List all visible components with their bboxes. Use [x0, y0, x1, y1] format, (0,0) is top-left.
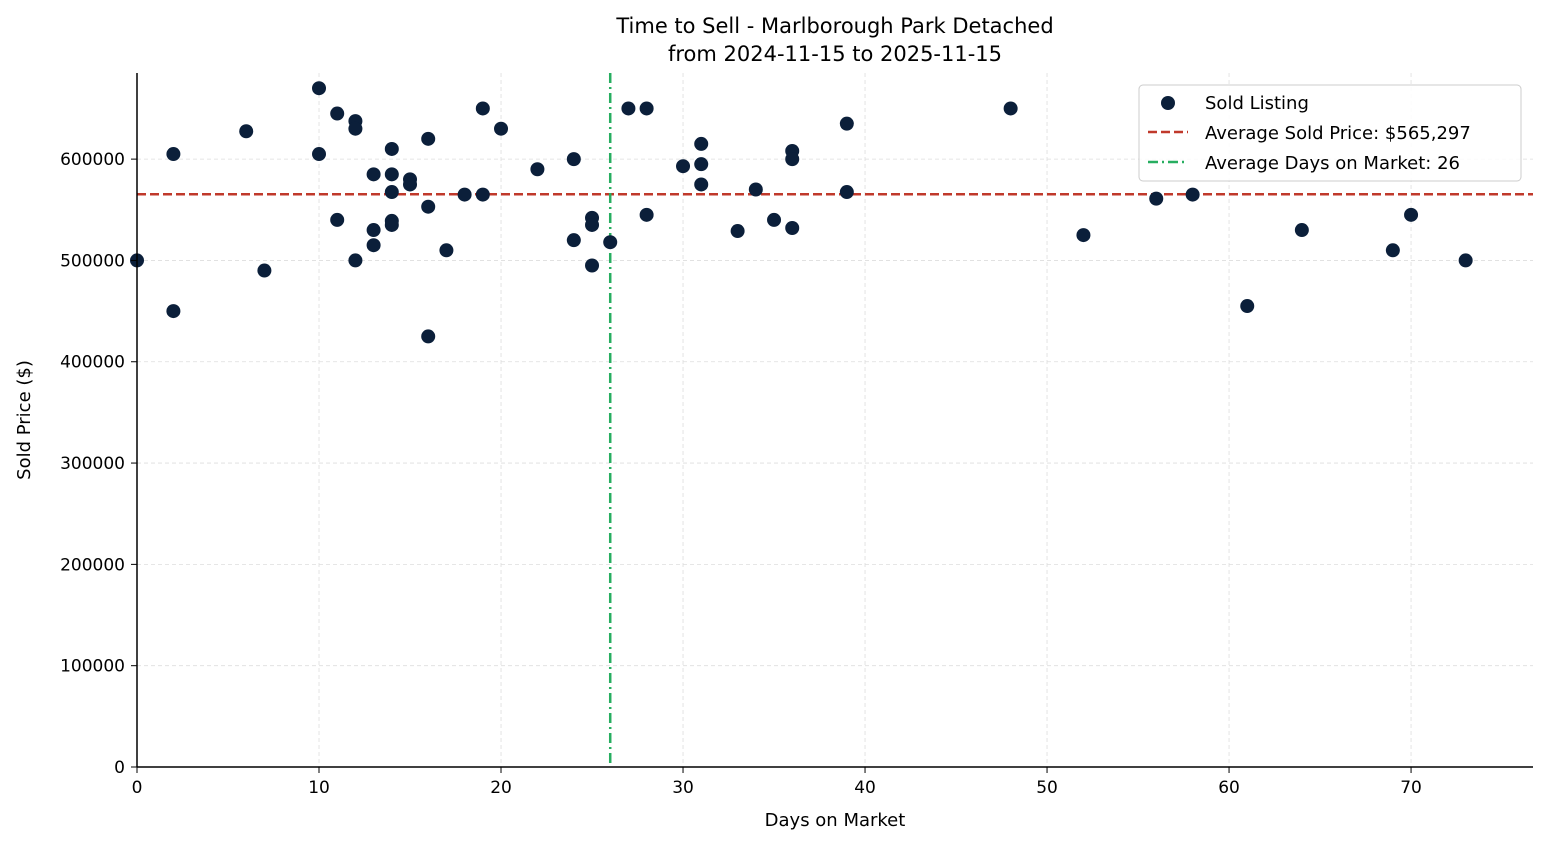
- data-point: [403, 177, 418, 192]
- data-point: [839, 185, 854, 200]
- data-point: [1003, 101, 1018, 116]
- data-point: [839, 116, 854, 131]
- data-point: [603, 235, 618, 250]
- data-point: [1294, 223, 1309, 238]
- data-point: [366, 238, 381, 253]
- data-point: [384, 185, 399, 200]
- data-point: [475, 187, 490, 202]
- legend: Sold Listing Average Sold Price: $565,29…: [1138, 84, 1522, 182]
- data-point: [530, 162, 545, 177]
- axes: 0 10 20 30 40 50 60 70 0 100000 200000 300000 400000…: [60, 73, 1533, 798]
- data-point: [785, 221, 800, 236]
- data-point: [166, 147, 181, 162]
- x-axis-label: Days on Market: [765, 810, 906, 831]
- y-tick-label: 0: [114, 758, 125, 778]
- data-point: [1240, 299, 1255, 314]
- data-point: [1149, 191, 1164, 206]
- data-point: [330, 212, 345, 227]
- data-point: [421, 131, 436, 146]
- y-tick-label: 600000: [60, 150, 125, 170]
- data-point: [312, 81, 327, 96]
- data-point: [494, 121, 509, 136]
- data-point: [767, 212, 782, 227]
- data-point: [694, 177, 709, 192]
- y-tick-label: 500000: [60, 251, 125, 271]
- data-point: [585, 217, 600, 232]
- y-tick-label: 200000: [60, 555, 125, 575]
- data-point: [676, 159, 691, 174]
- data-point: [166, 304, 181, 319]
- data-point: [457, 187, 472, 202]
- data-point: [366, 223, 381, 238]
- reference-lines: [137, 73, 1533, 767]
- x-tick-label: 50: [1036, 778, 1058, 798]
- data-point: [239, 124, 254, 139]
- x-tick-label: 0: [132, 778, 143, 798]
- points: [130, 81, 1473, 344]
- data-point: [366, 167, 381, 182]
- data-point: [257, 263, 272, 278]
- data-point: [384, 217, 399, 232]
- x-tick-label: 10: [308, 778, 330, 798]
- x-tick-label: 20: [490, 778, 512, 798]
- data-point: [475, 101, 490, 116]
- data-point: [694, 136, 709, 151]
- data-point: [621, 101, 636, 116]
- chart-subtitle: from 2024-11-15 to 2025-11-15: [668, 42, 1002, 66]
- legend-label-avg-price: Average Sold Price: $565,297: [1205, 123, 1471, 144]
- data-point: [748, 182, 763, 197]
- legend-label-avg-days: Average Days on Market: 26: [1205, 153, 1460, 174]
- y-tick-label: 100000: [60, 657, 125, 677]
- data-point: [1404, 207, 1419, 222]
- data-point: [384, 167, 399, 182]
- data-point: [1385, 243, 1400, 258]
- data-point: [348, 121, 363, 136]
- data-point: [348, 253, 363, 268]
- data-point: [421, 199, 436, 214]
- x-tick-label: 60: [1218, 778, 1240, 798]
- x-tick-label: 70: [1400, 778, 1422, 798]
- y-axis-label: Sold Price ($): [14, 360, 35, 480]
- x-tick-label: 40: [854, 778, 876, 798]
- data-point: [1076, 228, 1091, 243]
- x-tick-label: 30: [672, 778, 694, 798]
- data-point: [785, 152, 800, 167]
- data-point: [639, 101, 654, 116]
- y-tick-label: 400000: [60, 353, 125, 373]
- data-point: [439, 243, 454, 258]
- data-point: [312, 147, 327, 162]
- y-tick-label: 300000: [60, 454, 125, 474]
- data-point: [694, 157, 709, 172]
- data-point: [566, 152, 581, 167]
- data-point: [384, 141, 399, 156]
- data-point: [566, 233, 581, 248]
- data-point: [421, 329, 436, 344]
- legend-marker-points: [1161, 96, 1175, 110]
- data-point: [730, 224, 745, 239]
- data-point: [639, 207, 654, 222]
- data-point: [1458, 253, 1473, 268]
- chart-title: Time to Sell - Marlborough Park Detached: [615, 14, 1053, 38]
- data-point: [330, 106, 345, 121]
- data-point: [1185, 187, 1200, 202]
- data-point: [585, 258, 600, 273]
- legend-label-points: Sold Listing: [1205, 93, 1309, 114]
